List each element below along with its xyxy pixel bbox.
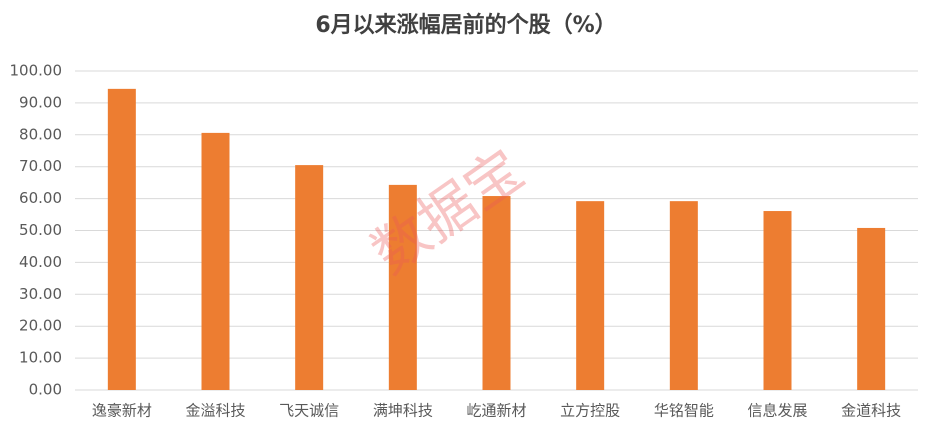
- y-tick-label: 30.00: [19, 285, 62, 303]
- bar: [576, 201, 605, 390]
- bar: [763, 211, 792, 390]
- y-tick-label: 60.00: [19, 189, 62, 207]
- x-tick-label: 飞天诚信: [279, 402, 339, 420]
- y-tick-label: 100.00: [10, 62, 63, 80]
- bar: [295, 165, 324, 390]
- bar: [482, 196, 511, 390]
- bar: [669, 201, 698, 390]
- bar: [857, 227, 886, 390]
- x-tick-label: 华铭智能: [654, 402, 714, 420]
- y-tick-label: 80.00: [19, 125, 62, 143]
- y-tick-label: 50.00: [19, 221, 62, 239]
- x-tick-label: 金道科技: [841, 402, 901, 420]
- x-tick-label: 信息发展: [747, 402, 807, 420]
- y-tick-label: 10.00: [19, 349, 62, 367]
- y-tick-label: 40.00: [19, 253, 62, 271]
- x-tick-label: 金溢科技: [185, 402, 245, 420]
- chart-title: 6月以来涨幅居前的个股（%）: [315, 12, 616, 38]
- x-tick-label: 满坤科技: [373, 402, 433, 420]
- y-tick-label: 70.00: [19, 157, 62, 175]
- x-tick-label: 立方控股: [560, 402, 620, 420]
- x-tick-label: 逸豪新材: [92, 402, 152, 420]
- y-tick-label: 0.00: [29, 381, 62, 399]
- bar: [201, 132, 230, 391]
- y-tick-label: 20.00: [19, 317, 62, 335]
- bar: [388, 184, 417, 390]
- y-tick-label: 90.00: [19, 93, 62, 111]
- x-tick-label: 屹通新材: [466, 402, 526, 420]
- bar: [107, 88, 136, 390]
